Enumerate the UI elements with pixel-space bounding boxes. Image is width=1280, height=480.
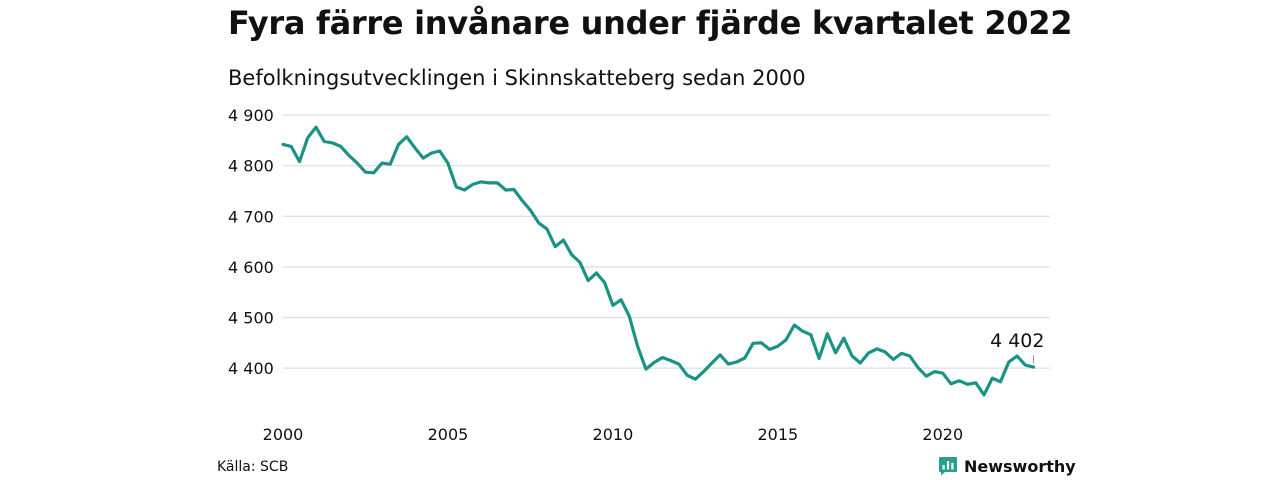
series-line — [281, 125, 1036, 397]
x-axis: 2000 2005 2010 2015 2020 — [263, 425, 964, 444]
chart-title: Fyra färre invånare under fjärde kvartal… — [228, 4, 1073, 42]
brand-logo: Newsworthy — [938, 456, 1076, 476]
x-tick-label: 2015 — [757, 425, 798, 444]
brand-name: Newsworthy — [964, 456, 1076, 476]
y-tick-label: 4 800 — [228, 157, 274, 176]
annotation-label: 4 402 — [990, 330, 1044, 352]
series-group — [281, 125, 1036, 397]
y-tick-label: 4 400 — [228, 359, 274, 378]
y-tick-label: 4 700 — [228, 207, 274, 226]
y-tick-label: 4 500 — [228, 308, 274, 327]
x-tick-label: 2010 — [593, 425, 634, 444]
chart-subtitle: Befolkningsutvecklingen i Skinnskatteber… — [228, 66, 806, 90]
y-tick-label: 4 600 — [228, 258, 274, 277]
y-axis: 4 400 4 500 4 600 4 700 4 800 4 900 — [228, 106, 274, 378]
newsworthy-logo-icon — [939, 457, 957, 476]
source-note: Källa: SCB — [217, 459, 289, 475]
annotation-group: 4 402 — [990, 330, 1045, 364]
grid-lines — [283, 114, 1050, 369]
x-tick-label: 2000 — [263, 425, 304, 444]
y-tick-label: 4 900 — [228, 106, 274, 125]
x-tick-label: 2020 — [922, 425, 963, 444]
x-tick-label: 2005 — [428, 425, 469, 444]
